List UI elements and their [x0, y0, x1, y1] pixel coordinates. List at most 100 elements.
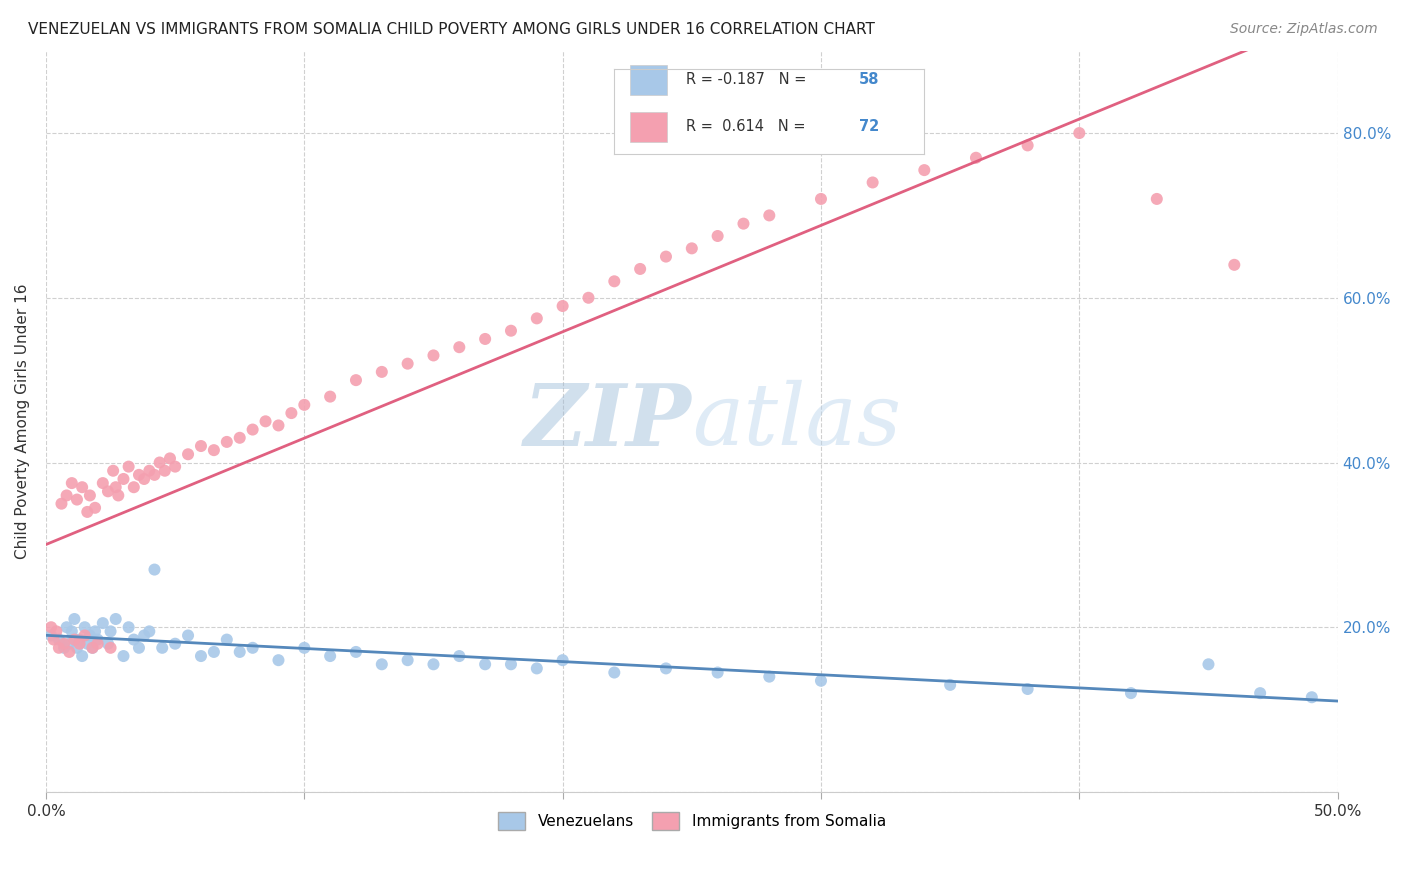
Point — [143, 467, 166, 482]
Point — [112, 648, 135, 663]
Point — [371, 657, 394, 672]
Point — [104, 480, 127, 494]
Point — [82, 640, 104, 655]
Point — [100, 640, 122, 655]
Point — [55, 488, 77, 502]
Point — [58, 645, 80, 659]
Point — [449, 648, 471, 663]
Point — [758, 670, 780, 684]
Point — [58, 637, 80, 651]
Point — [1198, 657, 1220, 672]
Point — [526, 311, 548, 326]
Point — [215, 632, 238, 647]
Point — [280, 406, 302, 420]
Point — [100, 624, 122, 639]
Point — [55, 620, 77, 634]
Point — [42, 632, 65, 647]
Point — [149, 456, 172, 470]
Point — [912, 163, 935, 178]
Point — [143, 563, 166, 577]
Point — [1119, 686, 1142, 700]
Point — [422, 348, 444, 362]
Point — [66, 640, 89, 655]
Point — [76, 637, 98, 651]
Point — [215, 434, 238, 449]
Point — [319, 390, 342, 404]
Point — [758, 208, 780, 222]
Point — [48, 632, 70, 647]
Point — [122, 480, 145, 494]
Point — [202, 645, 225, 659]
Point — [70, 648, 93, 663]
Point — [474, 332, 496, 346]
Point — [319, 648, 342, 663]
Point — [228, 645, 250, 659]
Point — [138, 464, 160, 478]
Point — [177, 628, 200, 642]
Point — [371, 365, 394, 379]
Point — [202, 443, 225, 458]
Point — [965, 151, 987, 165]
Point — [107, 488, 129, 502]
Point — [939, 678, 962, 692]
Point — [344, 645, 367, 659]
Point — [101, 464, 124, 478]
Point — [134, 628, 156, 642]
Point — [706, 229, 728, 244]
Point — [474, 657, 496, 672]
Point — [628, 262, 651, 277]
Point — [681, 241, 703, 255]
Point — [97, 484, 120, 499]
Point — [159, 451, 181, 466]
Point — [128, 640, 150, 655]
Point — [1146, 192, 1168, 206]
Point — [551, 299, 574, 313]
Point — [1069, 126, 1091, 140]
Point — [810, 673, 832, 688]
Point — [86, 632, 108, 647]
Point — [128, 467, 150, 482]
Point — [117, 620, 139, 634]
Point — [190, 439, 212, 453]
Text: atlas: atlas — [692, 380, 901, 463]
Point — [53, 637, 76, 651]
Point — [292, 640, 315, 655]
Point — [82, 640, 104, 655]
Point — [190, 648, 212, 663]
Point — [242, 640, 264, 655]
Point — [254, 414, 277, 428]
Point — [499, 324, 522, 338]
Point — [53, 640, 76, 655]
Point — [39, 620, 62, 634]
Point — [655, 250, 678, 264]
Point — [578, 291, 600, 305]
Point — [165, 459, 187, 474]
Point — [97, 637, 120, 651]
Point — [733, 217, 755, 231]
Point — [1301, 690, 1323, 705]
Point — [1249, 686, 1271, 700]
Point — [69, 632, 91, 647]
Point — [73, 620, 96, 634]
Point — [51, 497, 73, 511]
Point — [91, 476, 114, 491]
Point — [655, 661, 678, 675]
Point — [45, 624, 67, 639]
Point — [86, 637, 108, 651]
Point — [70, 480, 93, 494]
Point — [810, 192, 832, 206]
Point — [603, 274, 626, 288]
Point — [63, 612, 86, 626]
Point — [84, 624, 107, 639]
Point — [396, 653, 419, 667]
Point — [344, 373, 367, 387]
Point — [63, 632, 86, 647]
Point — [267, 418, 290, 433]
Point — [73, 628, 96, 642]
Point — [48, 640, 70, 655]
Point — [69, 637, 91, 651]
Point — [1223, 258, 1246, 272]
Text: ZIP: ZIP — [524, 380, 692, 463]
Y-axis label: Child Poverty Among Girls Under 16: Child Poverty Among Girls Under 16 — [15, 284, 30, 559]
Point — [165, 637, 187, 651]
